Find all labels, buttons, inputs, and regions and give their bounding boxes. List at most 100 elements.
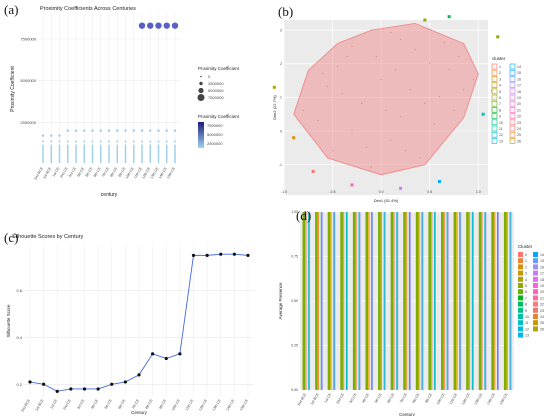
x-tick-label-c: 4th CE <box>90 398 99 410</box>
bar-segment-d <box>317 212 319 390</box>
data-point-c <box>219 252 223 256</box>
legend-key-d <box>518 307 523 313</box>
panel-label-a: (a) <box>4 2 19 17</box>
bar-segment-d <box>421 212 423 390</box>
panel-b: (b) -1.0 -0.5 0.0 0.5 1.0 -1 0 1 2 3 + + + + + + + + + + + + +… <box>270 0 550 205</box>
legend-label-d: 16 <box>540 265 544 269</box>
data-point-b <box>350 183 354 187</box>
data-point-b: + <box>443 41 445 45</box>
data-point-b: + <box>351 128 353 132</box>
legend-colorbar-a <box>198 122 204 148</box>
data-point-c <box>123 380 127 384</box>
y-tick-label-c: 0.6 <box>16 288 22 293</box>
bar-segment-d <box>506 212 508 390</box>
legend-key-b <box>509 113 516 119</box>
data-point-a <box>140 129 144 132</box>
legend-title-d: Cluster <box>518 244 533 249</box>
legend-key-b <box>491 113 498 119</box>
legend-key-b <box>509 76 516 82</box>
data-point-b: + <box>341 91 343 95</box>
bar-segment-d <box>352 212 356 390</box>
x-axis-label-c: Century <box>131 410 148 415</box>
bar-segment-d <box>432 212 435 390</box>
y-tick-label-b: 0 <box>280 129 282 133</box>
data-point-c <box>191 253 196 257</box>
legend-key-b <box>491 69 498 76</box>
data-point-a <box>165 144 168 147</box>
data-point-a <box>58 144 61 147</box>
data-point-b: + <box>419 155 421 159</box>
data-point-a <box>83 140 86 143</box>
bar-segment-d <box>394 212 395 390</box>
legend-label-d: 23 <box>540 309 544 313</box>
x-tick-label-b: 0.0 <box>379 190 384 194</box>
data-point-c <box>205 253 209 257</box>
data-point-b: + <box>448 67 450 71</box>
data-point-a <box>83 129 86 132</box>
bar-segment-d <box>457 212 460 390</box>
panel-label-b: (b) <box>278 4 294 19</box>
legend-label-b: 2 <box>499 71 501 75</box>
data-point-b: + <box>385 108 387 112</box>
data-point-a <box>66 140 69 143</box>
bar-segment-d <box>456 212 457 390</box>
bar-segment-d <box>368 212 370 390</box>
x-tick-label-d: 1st BCE <box>310 392 320 406</box>
legend-label-b: 3 <box>499 77 501 81</box>
data-point-b: + <box>395 67 397 71</box>
legend-key-d <box>518 270 523 276</box>
bar-segment-d <box>460 212 462 390</box>
legend-key-d <box>533 252 538 257</box>
data-point-b: + <box>322 71 324 75</box>
data-point-b: + <box>327 84 329 88</box>
data-point-b: + <box>424 101 426 105</box>
bar-segment-d <box>396 212 398 390</box>
legend-key-d <box>518 264 523 270</box>
x-tick-label-d: 8th CE <box>412 392 421 404</box>
data-point-b: + <box>317 118 319 122</box>
data-point-c <box>164 356 168 361</box>
bar-segment-d <box>315 212 318 390</box>
legend-label-b: 1 <box>499 65 501 69</box>
x-tick-label-c: 6th CE <box>117 398 126 410</box>
data-point-a <box>91 129 94 132</box>
data-point-a <box>66 129 69 132</box>
data-point-c <box>246 253 250 257</box>
y-tick-label-c: 0.4 <box>16 335 22 340</box>
data-point-b <box>447 15 451 19</box>
data-point-a <box>66 144 69 147</box>
legend-label-d: 5 <box>525 284 527 288</box>
x-tick-label-c: 2nd BCE <box>20 398 31 413</box>
panel-c: (c) Silhouette Scores by Century 0.2 0.4 0.… <box>0 208 270 416</box>
x-tick-label-a: 12th CE <box>141 166 151 180</box>
data-point-b <box>437 180 441 184</box>
legend-key-b <box>509 107 516 113</box>
legend-label-d: 15 <box>540 259 544 263</box>
data-point-a <box>124 144 127 147</box>
y-axis-label-b: Dim2 (22.7%) <box>272 95 277 120</box>
plot-area-b <box>284 20 488 195</box>
data-point-b: + <box>371 165 373 169</box>
x-tick-label-d: 4th CE <box>361 392 370 404</box>
legend-label-b: 4 <box>499 84 501 88</box>
bar-segment-d <box>393 212 395 390</box>
data-point-b: + <box>439 94 441 98</box>
legend-color-label-a: 2500000 <box>207 141 223 146</box>
data-point-a <box>108 144 110 147</box>
data-point-a <box>74 129 78 132</box>
data-point-a <box>50 140 53 143</box>
x-axis-label-b: Dim1 (51.4%) <box>374 198 399 203</box>
data-point-b <box>423 18 427 22</box>
legend-key-d <box>533 320 538 326</box>
data-point-a <box>91 144 94 147</box>
legend-size-key-a <box>198 87 204 94</box>
data-point-b: + <box>390 30 392 34</box>
bar-segment-d <box>381 212 383 390</box>
bar-segment-d <box>428 212 432 390</box>
legend-key-d <box>518 326 523 332</box>
legend-label-b: 24 <box>517 127 521 131</box>
bar-segment-d <box>456 212 458 390</box>
data-point-b: + <box>463 88 465 92</box>
data-point-b: + <box>366 145 368 149</box>
data-point-a <box>91 140 94 143</box>
